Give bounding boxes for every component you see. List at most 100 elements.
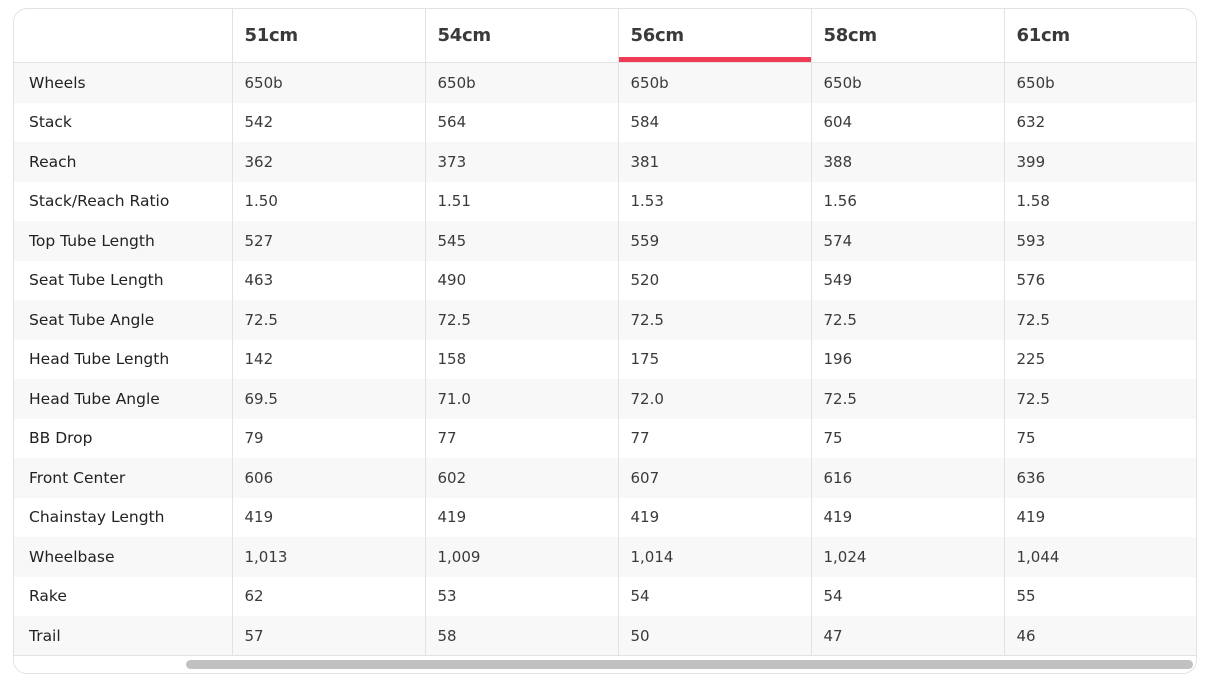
table-cell: 602 xyxy=(425,458,619,498)
table-cell: 50 xyxy=(618,616,812,656)
table-cell: 545 xyxy=(425,221,619,261)
table-row: BB Drop 79 77 77 75 75 xyxy=(14,418,1196,458)
scrollbar-thumb[interactable] xyxy=(186,660,1193,669)
table-cell: 419 xyxy=(1016,508,1046,527)
table-row: Stack 542 564 584 604 632 xyxy=(14,102,1196,142)
table-cell: 419 xyxy=(618,497,812,537)
table-cell: 1.53 xyxy=(618,181,812,221)
table-cell: 419 xyxy=(232,497,426,537)
size-header-54cm[interactable]: 54cm xyxy=(425,9,619,63)
table-cell: 1,024 xyxy=(811,537,1005,577)
table-cell: 71.0 xyxy=(425,379,619,419)
corner-header-cell xyxy=(14,9,233,63)
table-cell: 1.51 xyxy=(425,181,619,221)
row-label: Trail xyxy=(14,616,233,656)
table-cell: 564 xyxy=(425,102,619,142)
geometry-table-container: 51cm 54cm 56cm 58cm 61cm Wheels 650b 650b 650b 6… xyxy=(13,8,1197,674)
row-label: Front Center xyxy=(14,458,233,498)
size-header-51cm[interactable]: 51cm xyxy=(232,9,426,63)
table-cell: 1,044 xyxy=(1004,537,1196,577)
table-row: Head Tube Angle 69.5 71.0 72.0 72.5 72.5 xyxy=(14,379,1196,419)
table-cell: 72.5 xyxy=(1004,379,1196,419)
table-row: Seat Tube Angle 72.5 72.5 72.5 72.5 72.5 xyxy=(14,300,1196,340)
table-cell: 636 xyxy=(1004,458,1196,498)
table-cell: 196 xyxy=(811,339,1005,379)
header-row: 51cm 54cm 56cm 58cm 61cm xyxy=(14,9,1196,63)
table-cell: 559 xyxy=(618,221,812,261)
table-cell: 1,009 xyxy=(425,537,619,577)
table-cell: 399 xyxy=(1004,142,1196,182)
row-label: Rake xyxy=(14,576,233,616)
table-cell: 1,014 xyxy=(618,537,812,577)
table-cell: 47 xyxy=(811,616,1005,656)
horizontal-scrollbar[interactable] xyxy=(14,655,1196,673)
row-label: Reach xyxy=(14,142,233,182)
table-cell: 1.58 xyxy=(1016,192,1050,211)
geometry-table: 51cm 54cm 56cm 58cm 61cm Wheels 650b 650b 650b 6… xyxy=(14,9,1196,656)
table-cell: 593 xyxy=(1004,221,1196,261)
row-label: Wheelbase xyxy=(14,537,233,577)
table-row: Wheels 650b 650b 650b 650b 650b xyxy=(14,62,1196,103)
table-cell: 69.5 xyxy=(232,379,426,419)
table-cell: 75 xyxy=(811,418,1005,458)
row-label: Chainstay Length xyxy=(14,497,233,537)
table-cell: 632 xyxy=(1016,113,1046,132)
size-header-58cm[interactable]: 58cm xyxy=(811,9,1005,63)
table-cell: 72.5 xyxy=(232,300,426,340)
table-cell: 1.50 xyxy=(232,181,426,221)
size-header-61cm[interactable]: 61cm xyxy=(1004,9,1196,63)
table-row: Head Tube Length 142 158 175 196 225 xyxy=(14,339,1196,379)
table-row: Front Center 606 602 607 616 636 xyxy=(14,458,1196,498)
table-cell: 1.56 xyxy=(811,181,1005,221)
table-row: Wheelbase 1,013 1,009 1,014 1,024 1,044 xyxy=(14,537,1196,577)
table-cell: 158 xyxy=(425,339,619,379)
table-cell: 606 xyxy=(232,458,426,498)
table-cell: 72.0 xyxy=(618,379,812,419)
row-label: Head Tube Length xyxy=(14,339,233,379)
table-row: Rake 62 53 54 54 55 xyxy=(14,576,1196,616)
row-label: Top Tube Length xyxy=(14,221,233,261)
table-cell: 54 xyxy=(618,576,812,616)
table-cell: 463 xyxy=(232,260,426,300)
row-label: Stack/Reach Ratio xyxy=(14,181,233,221)
row-label: Seat Tube Angle xyxy=(14,300,233,340)
row-label: Head Tube Angle xyxy=(14,379,233,419)
size-header-56cm[interactable]: 56cm xyxy=(618,9,812,63)
table-row: Seat Tube Length 463 490 520 549 576 xyxy=(14,260,1196,300)
table-cell: 542 xyxy=(232,102,426,142)
table-cell: 527 xyxy=(232,221,426,261)
table-row: Trail 57 58 50 47 46 xyxy=(14,616,1196,656)
table-cell: 549 xyxy=(811,260,1005,300)
table-cell: 490 xyxy=(425,260,619,300)
table-cell: 650b xyxy=(1004,62,1196,103)
table-cell: 576 xyxy=(1016,271,1046,290)
row-label: Seat Tube Length xyxy=(14,260,233,300)
table-cell: 650b xyxy=(232,62,426,103)
table-cell: 373 xyxy=(425,142,619,182)
table-cell: 574 xyxy=(811,221,1005,261)
table-cell: 175 xyxy=(618,339,812,379)
table-cell: 72.5 xyxy=(618,300,812,340)
table-cell: 58 xyxy=(425,616,619,656)
table-cell: 381 xyxy=(618,142,812,182)
table-cell: 604 xyxy=(811,102,1005,142)
table-cell: 419 xyxy=(425,497,619,537)
table-cell: 650b xyxy=(425,62,619,103)
table-cell: 1,013 xyxy=(232,537,426,577)
row-label: Wheels xyxy=(14,62,233,103)
table-cell: 419 xyxy=(811,497,1005,537)
row-label: Stack xyxy=(14,102,233,142)
table-cell: 77 xyxy=(425,418,619,458)
table-cell: 607 xyxy=(618,458,812,498)
table-cell: 55 xyxy=(1016,587,1036,606)
table-cell: 72.5 xyxy=(811,379,1005,419)
table-cell: 77 xyxy=(618,418,812,458)
table-cell: 388 xyxy=(811,142,1005,182)
table-cell: 650b xyxy=(811,62,1005,103)
table-row: Stack/Reach Ratio 1.50 1.51 1.53 1.56 1.58 xyxy=(14,181,1196,221)
table-cell: 616 xyxy=(811,458,1005,498)
table-cell: 72.5 xyxy=(811,300,1005,340)
table-cell: 72.5 xyxy=(425,300,619,340)
table-cell: 79 xyxy=(232,418,426,458)
table-cell: 62 xyxy=(232,576,426,616)
